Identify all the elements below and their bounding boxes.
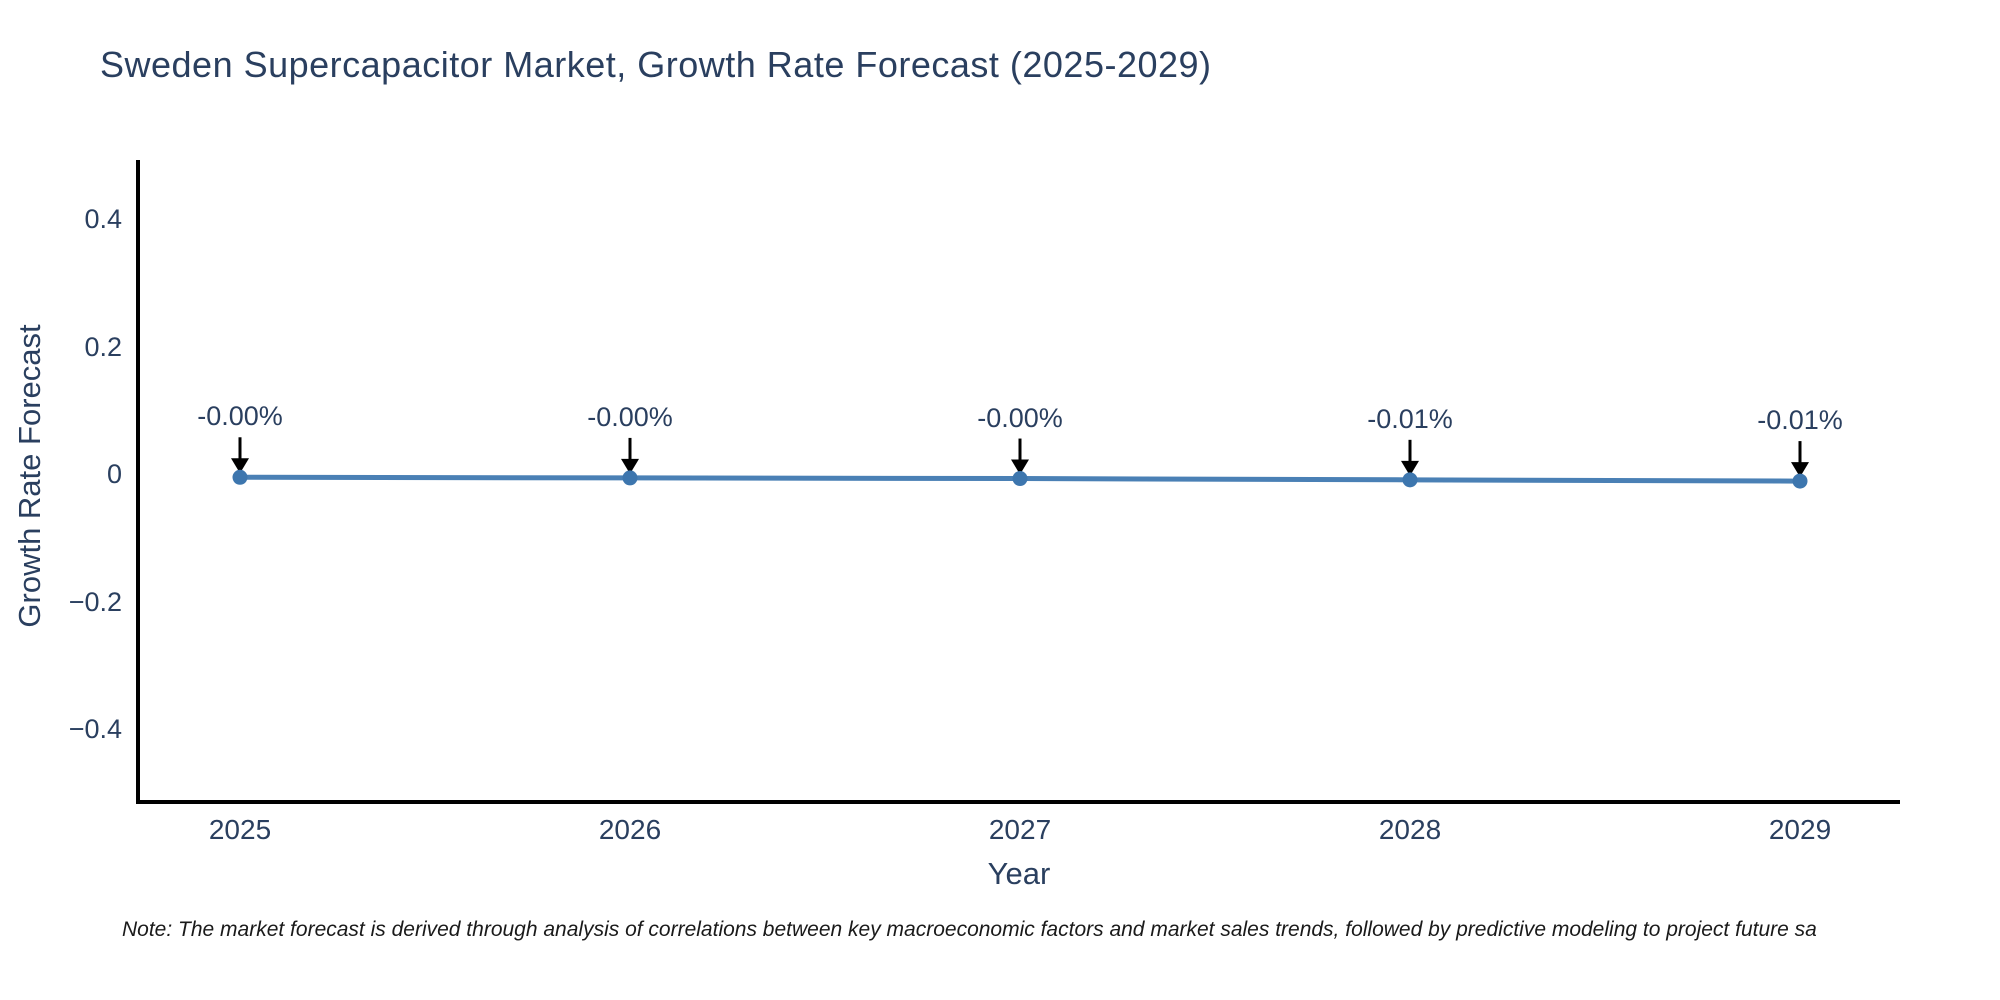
annotation-label: -0.01% bbox=[1757, 405, 1843, 436]
data-point-marker bbox=[1402, 472, 1418, 488]
y-tick-label: −0.4 bbox=[68, 714, 122, 744]
x-tick-label: 2025 bbox=[208, 814, 272, 845]
data-point-marker bbox=[1792, 473, 1808, 489]
x-tick-label: 2028 bbox=[1378, 814, 1442, 845]
y-tick-label: 0 bbox=[106, 459, 122, 489]
annotation-arrow-head bbox=[1011, 459, 1029, 475]
annotation-label: -0.00% bbox=[197, 401, 283, 432]
data-point-marker bbox=[232, 469, 248, 485]
data-point-marker bbox=[622, 470, 638, 486]
data-point-marker bbox=[1012, 471, 1028, 487]
x-tick-label: 2029 bbox=[1768, 814, 1832, 845]
y-tick-label: −0.2 bbox=[68, 586, 122, 617]
y-tick-label: 0.4 bbox=[84, 204, 122, 234]
annotation-arrow-head bbox=[231, 458, 249, 474]
annotation-label: -0.00% bbox=[587, 401, 673, 432]
chart-title: Sweden Supercapacitor Market, Growth Rat… bbox=[100, 44, 1212, 85]
annotation-label: -0.00% bbox=[977, 402, 1063, 433]
x-tick-label: 2027 bbox=[988, 814, 1052, 845]
y-tick-label: 0.2 bbox=[84, 331, 122, 362]
footnote: Note: The market forecast is derived thr… bbox=[122, 918, 1817, 941]
x-axis-title: Year bbox=[987, 856, 1051, 891]
annotation-arrow-head bbox=[621, 458, 639, 474]
x-tick-label: 2026 bbox=[598, 814, 662, 845]
annotation-label: -0.01% bbox=[1367, 403, 1453, 434]
annotation-arrow-head bbox=[1791, 462, 1809, 478]
annotation-arrow-head bbox=[1401, 460, 1419, 476]
y-axis-line bbox=[136, 160, 140, 804]
x-axis-line bbox=[136, 800, 1900, 804]
